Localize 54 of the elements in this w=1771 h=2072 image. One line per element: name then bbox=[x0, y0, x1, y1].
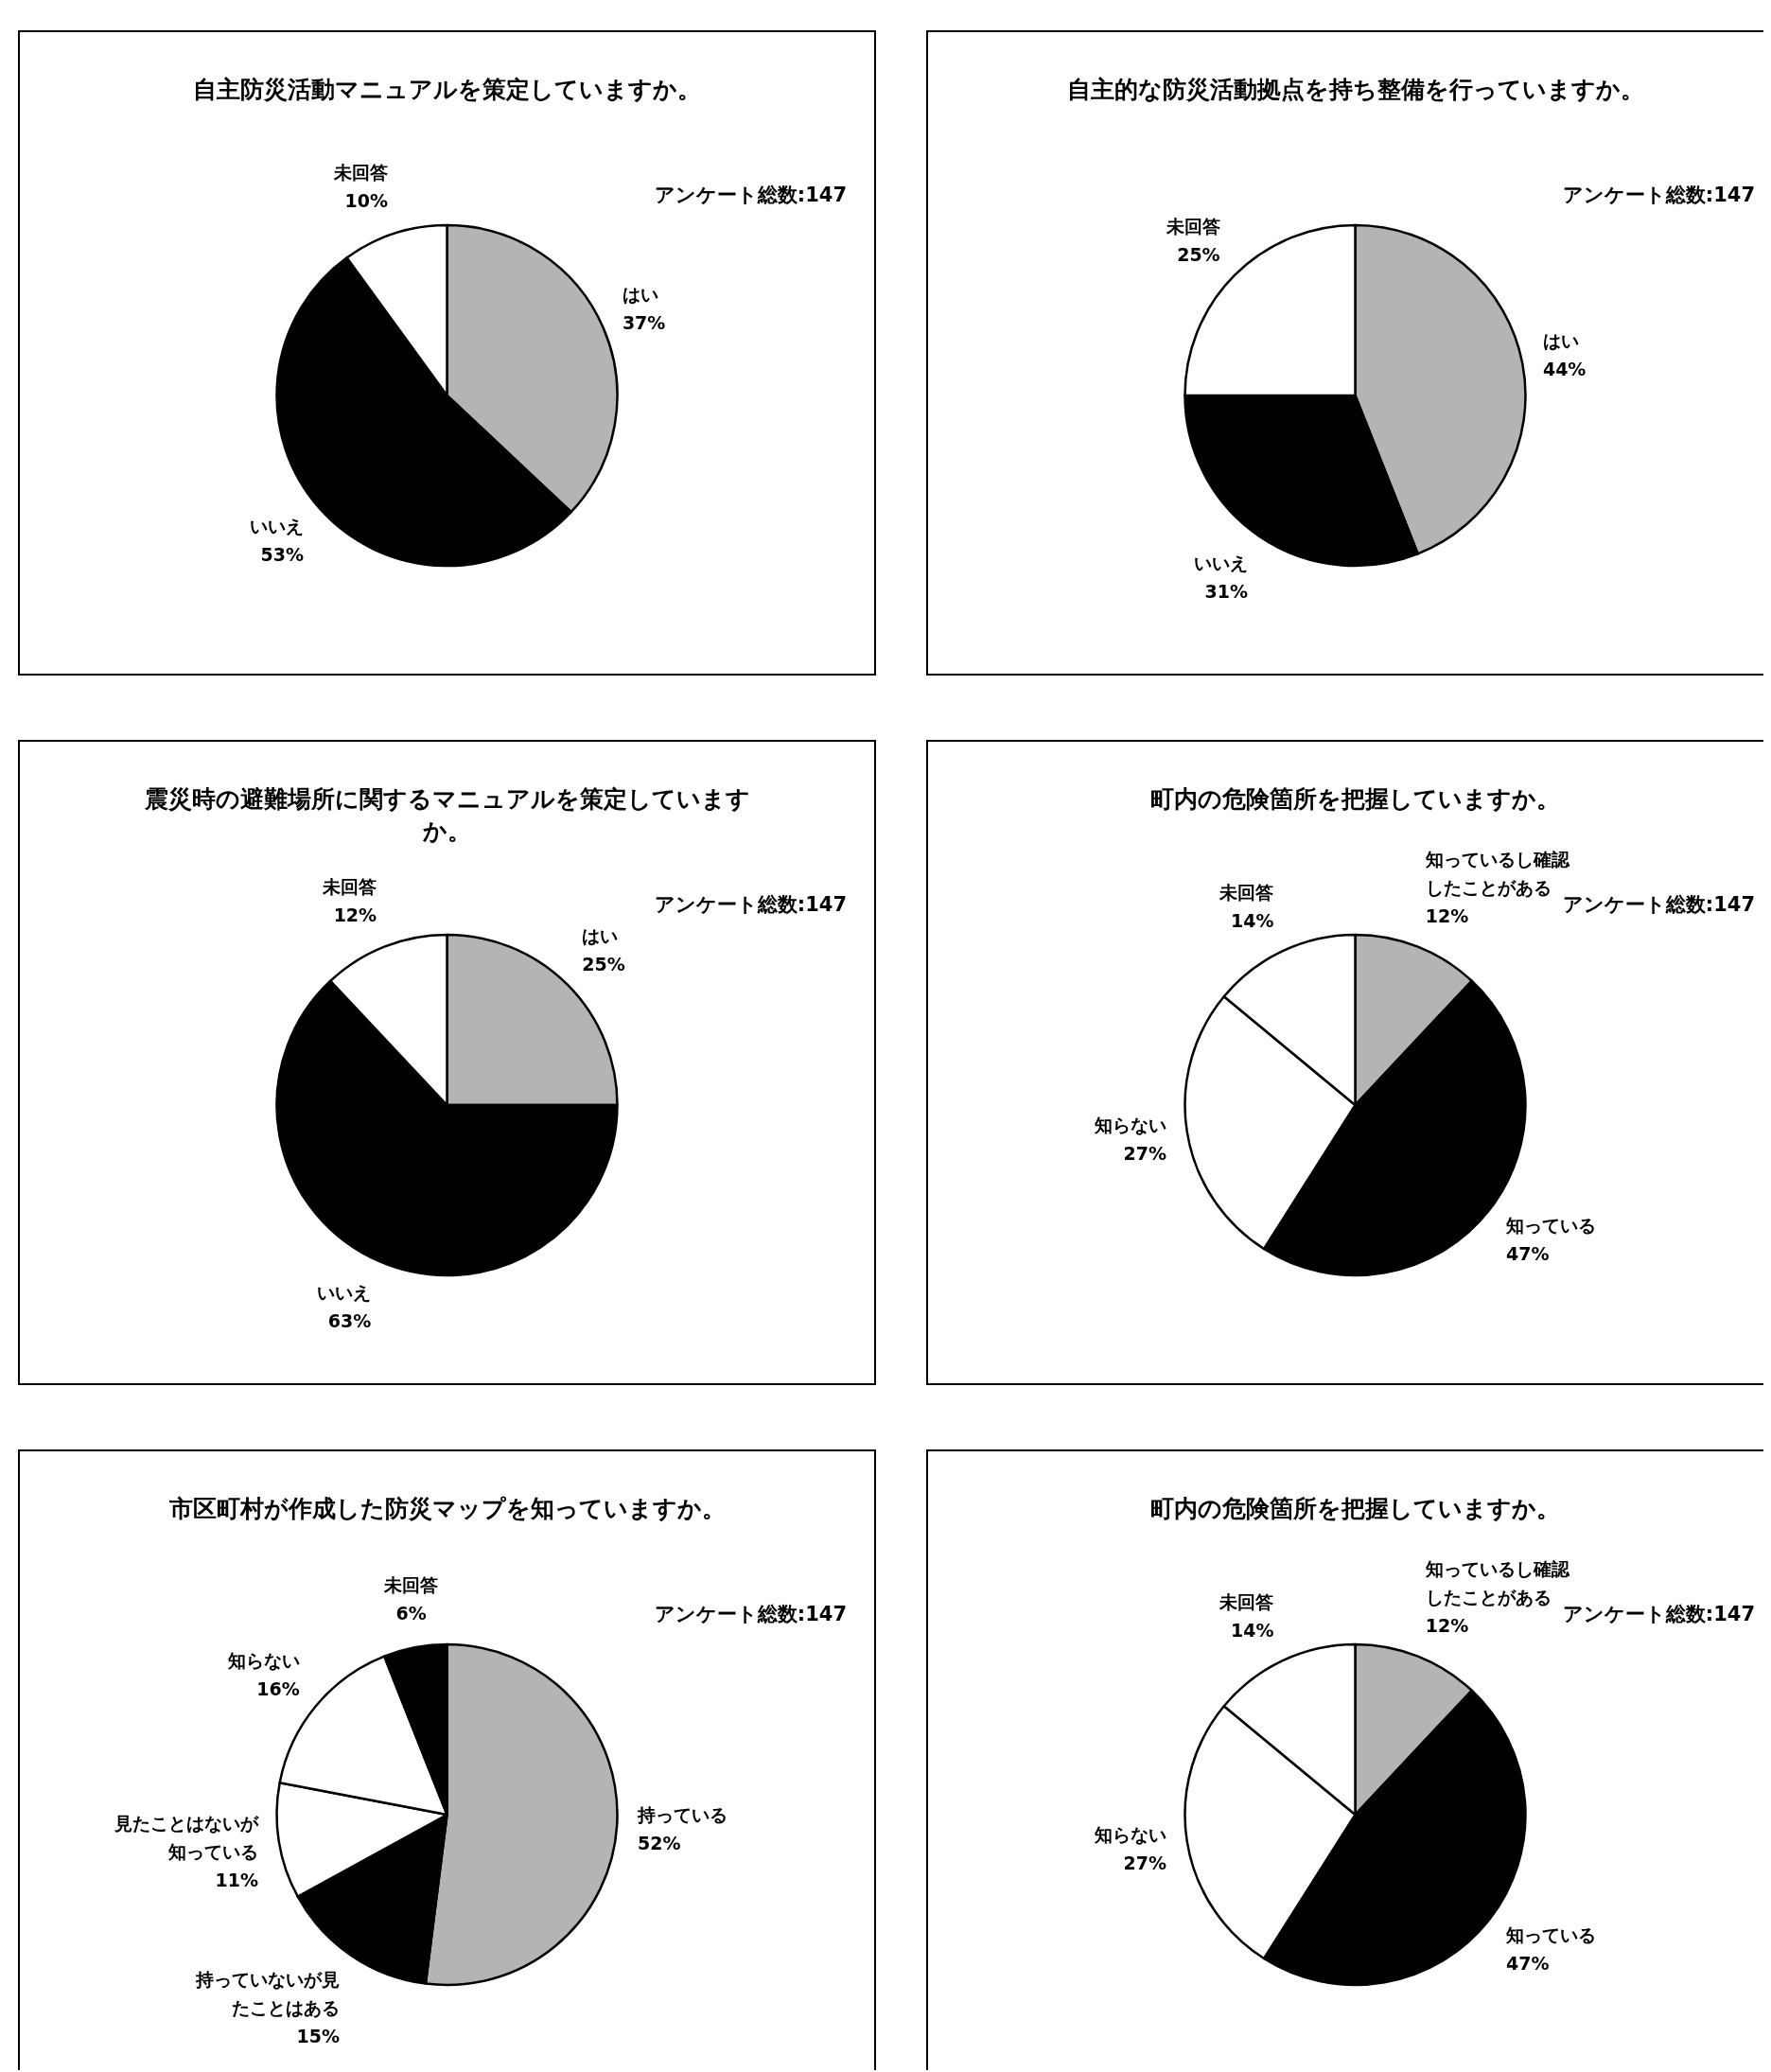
data-label: 16% bbox=[256, 1678, 300, 1700]
data-label: 27% bbox=[1123, 1853, 1166, 1874]
slice-label: いいえ bbox=[1193, 552, 1248, 573]
chart-title: 町内の危険箇所を把握していますか。 bbox=[1150, 1495, 1560, 1522]
data-label: 25% bbox=[582, 953, 625, 975]
slice-label: はい bbox=[622, 283, 658, 305]
text: アンケート総数:147 bbox=[1562, 1603, 1755, 1625]
data-label: 10% bbox=[344, 190, 389, 212]
data-label: 12% bbox=[1425, 905, 1469, 927]
data-label: 6% bbox=[395, 1603, 427, 1624]
slice-label: 持っていないが見たことはある bbox=[194, 1969, 340, 2019]
slice-label: 持っている bbox=[637, 1803, 728, 1825]
data-label: 63% bbox=[327, 1309, 372, 1331]
data-label: 14% bbox=[1231, 1620, 1274, 1642]
slice-label: 未回答 bbox=[383, 1574, 439, 1596]
slice-label: 未回答 bbox=[1219, 1591, 1274, 1613]
data-label: 12% bbox=[1425, 1615, 1469, 1637]
chart-title: 震災時の避難場所に関するマニュアルを策定していますか。 bbox=[143, 785, 750, 845]
slice-label: 知らない bbox=[1093, 1115, 1166, 1136]
slice-label: 知っている bbox=[1505, 1924, 1597, 1946]
data-label: 47% bbox=[1506, 1953, 1550, 1975]
slice-label: 知らない bbox=[1093, 1824, 1166, 1846]
data-label: 27% bbox=[1123, 1143, 1166, 1165]
text: アンケート総数:147 bbox=[1562, 184, 1755, 206]
slice-label: 未回答 bbox=[333, 162, 389, 184]
text: アンケート総数:147 bbox=[654, 184, 847, 206]
data-label: 52% bbox=[638, 1832, 681, 1853]
data-label: 47% bbox=[1506, 1243, 1550, 1265]
slice-label: はい bbox=[582, 924, 619, 946]
data-label: 25% bbox=[1177, 243, 1220, 265]
slice-label: 未回答 bbox=[1165, 215, 1220, 237]
slice-label: いいえ bbox=[249, 516, 304, 537]
data-label: 31% bbox=[1204, 580, 1248, 602]
chart-title: 自主防災活動マニュアルを策定していますか。 bbox=[193, 76, 701, 103]
slice-label: 未回答 bbox=[1219, 882, 1274, 904]
text: アンケート総数:147 bbox=[654, 1603, 847, 1625]
data-label: 12% bbox=[333, 904, 377, 926]
chart-title: 市区町村が作成した防災マップを知っていますか。 bbox=[167, 1495, 726, 1522]
slice-label: はい bbox=[1542, 329, 1579, 351]
chart-title: 町内の危険箇所を把握していますか。 bbox=[1150, 785, 1560, 813]
slice-label: いいえ bbox=[317, 1281, 372, 1303]
text: アンケート総数:147 bbox=[654, 893, 847, 916]
slice-label: 知らない bbox=[226, 1650, 300, 1672]
slice-label: 未回答 bbox=[322, 876, 377, 898]
slice-label: 見たことはないが知っている bbox=[113, 1812, 259, 1862]
text: アンケート総数:147 bbox=[1562, 893, 1755, 916]
data-label: 44% bbox=[1542, 358, 1587, 379]
slice-label: 知っている bbox=[1505, 1215, 1597, 1237]
data-label: 14% bbox=[1231, 910, 1274, 932]
chart-title: 自主的な防災活動拠点を持ち整備を行っていますか。 bbox=[1066, 76, 1644, 103]
data-label: 53% bbox=[260, 544, 304, 566]
data-label: 11% bbox=[215, 1869, 258, 1890]
data-label: 15% bbox=[296, 2026, 340, 2047]
data-label: 37% bbox=[622, 311, 666, 333]
